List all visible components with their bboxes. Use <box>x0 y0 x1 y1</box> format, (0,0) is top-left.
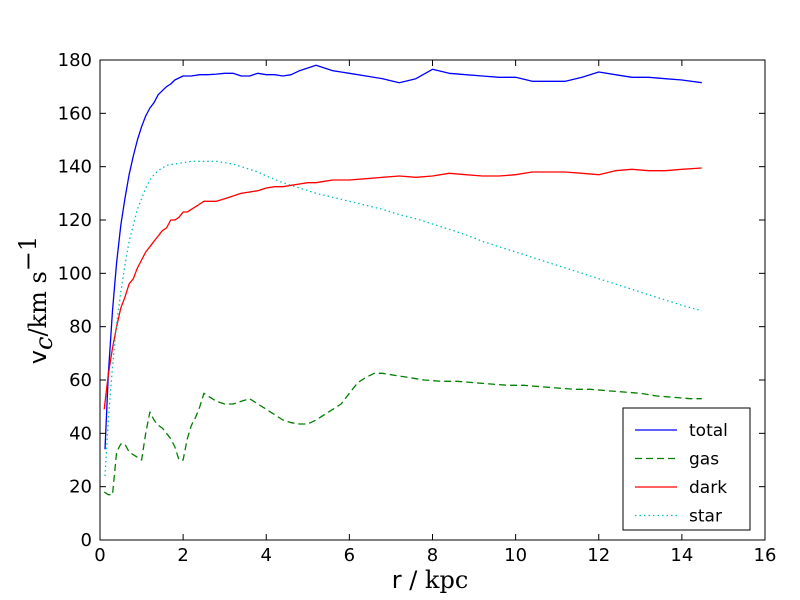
y-tick-label: 140 <box>58 157 92 178</box>
x-tick-label: 0 <box>94 545 105 566</box>
y-axis-superscript: −1 <box>14 236 42 271</box>
x-tick-label: 16 <box>754 545 777 566</box>
legend-items: total gas dark star <box>635 421 728 527</box>
y-tick-label: 180 <box>58 50 92 71</box>
legend-label-dark: dark <box>689 478 727 498</box>
x-tick-label: 8 <box>427 545 438 566</box>
x-axis-unit: kpc <box>425 566 468 594</box>
x-tick-label: 4 <box>261 545 272 566</box>
legend-label-star: star <box>689 507 722 527</box>
series-line-total <box>104 64 702 450</box>
y-axis-variable: v <box>24 350 52 364</box>
x-axis-variable: r / <box>392 566 425 594</box>
legend-label-gas: gas <box>689 450 719 470</box>
legend-box <box>622 407 751 531</box>
legend: total gas dark star <box>622 407 751 531</box>
y-tick-label: 80 <box>69 317 92 338</box>
y-axis-label: vc/km s−1 <box>14 236 58 364</box>
tick-marks <box>99 59 766 541</box>
y-tick-label: 120 <box>58 210 92 231</box>
y-axis-subscript: c <box>30 337 58 350</box>
y-tick-label: 160 <box>58 103 92 124</box>
x-tick-labels: 0 2 4 6 8 10 12 14 16 <box>94 545 776 566</box>
x-tick-label: 14 <box>670 545 693 566</box>
y-tick-label: 40 <box>69 423 92 444</box>
y-axis-unit: /km s <box>24 271 52 336</box>
x-tick-label: 6 <box>344 545 355 566</box>
y-tick-label: 100 <box>58 263 92 284</box>
y-tick-label: 20 <box>69 477 92 498</box>
y-tick-label: 60 <box>69 370 92 391</box>
series-line-star <box>104 160 702 477</box>
series-line-dark <box>103 167 702 410</box>
x-tick-label: 12 <box>587 545 610 566</box>
x-axis-label: r / kpc <box>392 566 469 594</box>
series-line-gas <box>103 372 702 496</box>
x-tick-label: 2 <box>177 545 188 566</box>
series-layer <box>103 64 702 496</box>
y-tick-labels: 0 20 40 60 80 100 120 140 160 180 <box>58 50 92 551</box>
x-tick-label: 10 <box>504 545 527 566</box>
y-tick-label: 0 <box>81 530 92 551</box>
legend-label-total: total <box>689 421 728 441</box>
